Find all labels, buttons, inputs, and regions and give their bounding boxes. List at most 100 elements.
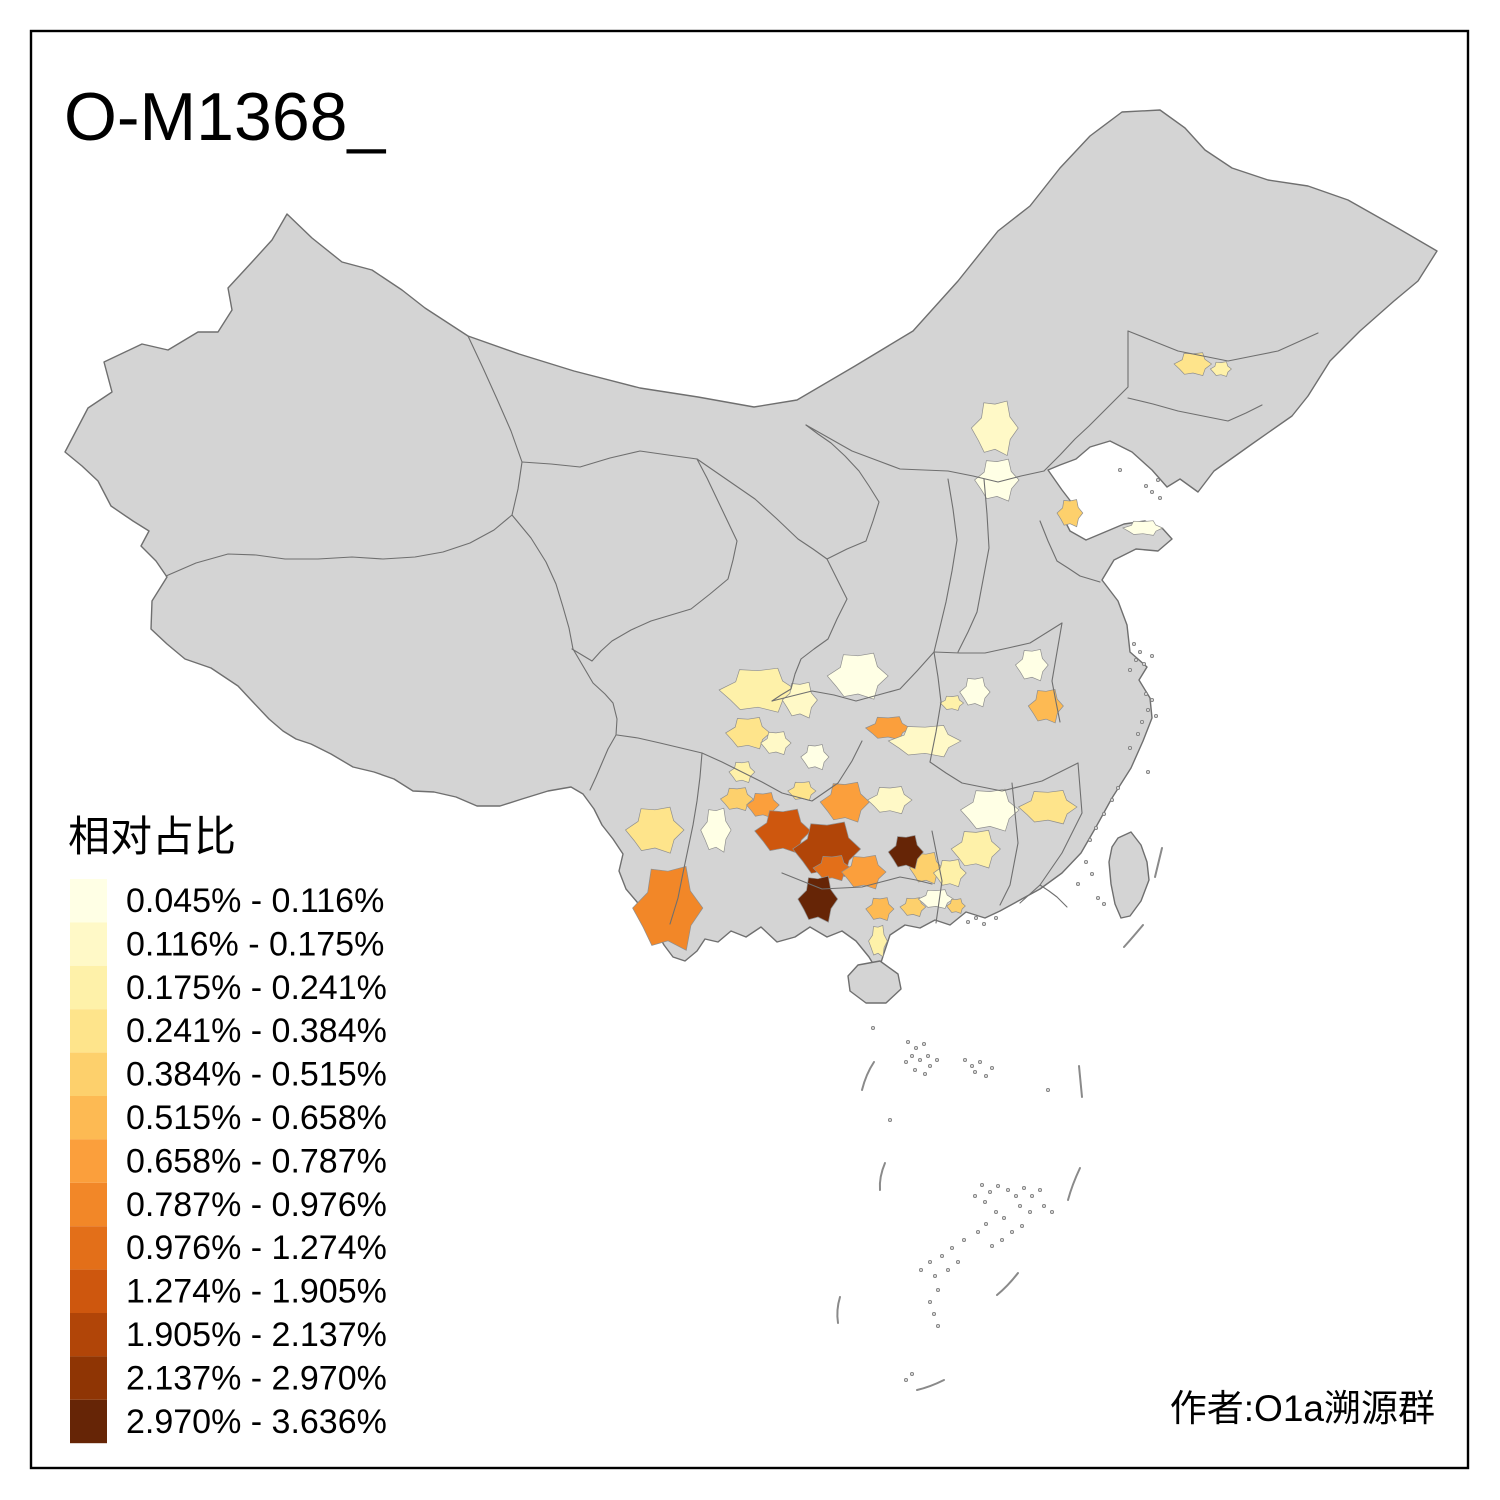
island-dot [1158, 495, 1163, 500]
region-patch-p09 [887, 725, 962, 758]
island-dot [982, 922, 987, 927]
island-dot [940, 1254, 945, 1259]
legend-row: 0.045% - 0.116% [70, 879, 384, 923]
sea-dash-lines [836, 847, 1163, 1391]
island-dot [1042, 1204, 1047, 1209]
island-dot [888, 1118, 893, 1123]
island-dot [936, 1288, 941, 1293]
island-dot [918, 1058, 923, 1063]
legend-label: 0.241% - 0.384% [126, 1012, 387, 1050]
region-patch-p36 [909, 851, 943, 885]
island-dot [978, 1060, 983, 1065]
island-dot [1102, 902, 1107, 907]
island-dot [974, 916, 979, 921]
island-dot [1006, 1188, 1011, 1193]
region-patch-p39 [917, 889, 955, 909]
island-dot [1084, 860, 1089, 865]
region-patch-p13 [725, 717, 771, 750]
island-dot [913, 1068, 918, 1073]
legend-row: 0.787% - 0.976% [70, 1182, 387, 1227]
island-dot [923, 1072, 928, 1077]
island-dot [1018, 1204, 1023, 1209]
island-dot [950, 1246, 955, 1251]
region-patch-p29 [867, 786, 913, 815]
region-patch-p14 [760, 731, 792, 756]
region-patch-p41 [868, 924, 888, 958]
region-patch-p07 [826, 652, 889, 700]
province-borders [165, 330, 1319, 925]
legend-swatch [70, 1226, 107, 1270]
legend-label: 0.976% - 1.274% [126, 1229, 387, 1267]
hainan-island [847, 960, 902, 1004]
legend-swatch [70, 1139, 107, 1183]
island-dot [966, 920, 971, 925]
island-dot [1128, 668, 1133, 673]
island-dot [910, 1054, 915, 1059]
legend-swatch [70, 965, 107, 1010]
island-dot [1142, 662, 1147, 667]
legend: 0.045% - 0.116% 0.116% - 0.175% 0.175% -… [70, 879, 387, 1444]
island-dot [1150, 654, 1155, 659]
island-dot [1128, 746, 1133, 751]
map-title: O-M1368_ [64, 79, 386, 155]
island-dot [919, 1268, 924, 1273]
legend-swatch [70, 879, 107, 923]
island-dot [990, 1244, 995, 1249]
island-dot [871, 1026, 876, 1031]
island-dot [914, 1046, 919, 1051]
legend-row: 0.384% - 0.515% [70, 1052, 387, 1096]
region-patch-p17 [1015, 648, 1049, 682]
island-dot [976, 1230, 981, 1235]
legend-row: 0.116% - 0.175% [70, 922, 384, 966]
island-dot [935, 1058, 940, 1063]
region-patch-p06 [1122, 520, 1164, 536]
legend-title: 相对占比 [68, 813, 236, 860]
island-dot [1002, 1216, 1007, 1221]
legend-row: 0.515% - 0.658% [70, 1096, 387, 1140]
island-dot [1010, 1230, 1015, 1235]
island-dots [871, 467, 1163, 1383]
island-dot [1144, 692, 1149, 697]
figure-frame [29, 29, 1470, 1470]
taiwan-island [1108, 831, 1150, 919]
island-dot [1088, 838, 1093, 843]
island-dot [910, 1372, 915, 1377]
region-patch-p19 [959, 677, 991, 708]
island-dot [1102, 812, 1107, 817]
region-patch-p40 [946, 898, 966, 914]
island-dot [904, 1060, 909, 1065]
island-dot [984, 1222, 989, 1227]
island-dot [1150, 698, 1155, 703]
island-dot [946, 1268, 951, 1273]
island-dot [1110, 798, 1115, 803]
legend-swatch [70, 922, 107, 966]
island-dot [1020, 1224, 1025, 1229]
island-dot [990, 1066, 995, 1071]
island-dot [1156, 477, 1161, 482]
island-dot [983, 1200, 988, 1205]
island-dot [1136, 732, 1141, 737]
region-patch-p04 [974, 458, 1020, 502]
island-dot [1132, 642, 1137, 647]
region-patch-p21 [1017, 790, 1078, 825]
island-dot [928, 1064, 933, 1069]
island-dot [984, 1074, 989, 1079]
legend-label: 0.045% - 0.116% [126, 882, 384, 920]
island-dot [1090, 872, 1095, 877]
island-dot [1046, 1088, 1051, 1093]
region-patch-p20 [959, 788, 1020, 832]
legend-swatch [70, 1399, 107, 1444]
island-dot [1038, 1188, 1043, 1193]
island-dot [988, 1190, 993, 1195]
legend-label: 0.515% - 0.658% [126, 1099, 387, 1137]
legend-row: 2.970% - 3.636% [70, 1399, 387, 1444]
region-patch-p42 [797, 875, 839, 923]
island-dot [1014, 1194, 1019, 1199]
island-dot [936, 1324, 941, 1329]
legend-label: 0.787% - 0.976% [126, 1186, 387, 1224]
legend-label: 1.274% - 1.905% [126, 1273, 387, 1311]
island-dot [1150, 489, 1155, 494]
island-dot [1146, 770, 1151, 775]
island-dot [1118, 467, 1123, 472]
